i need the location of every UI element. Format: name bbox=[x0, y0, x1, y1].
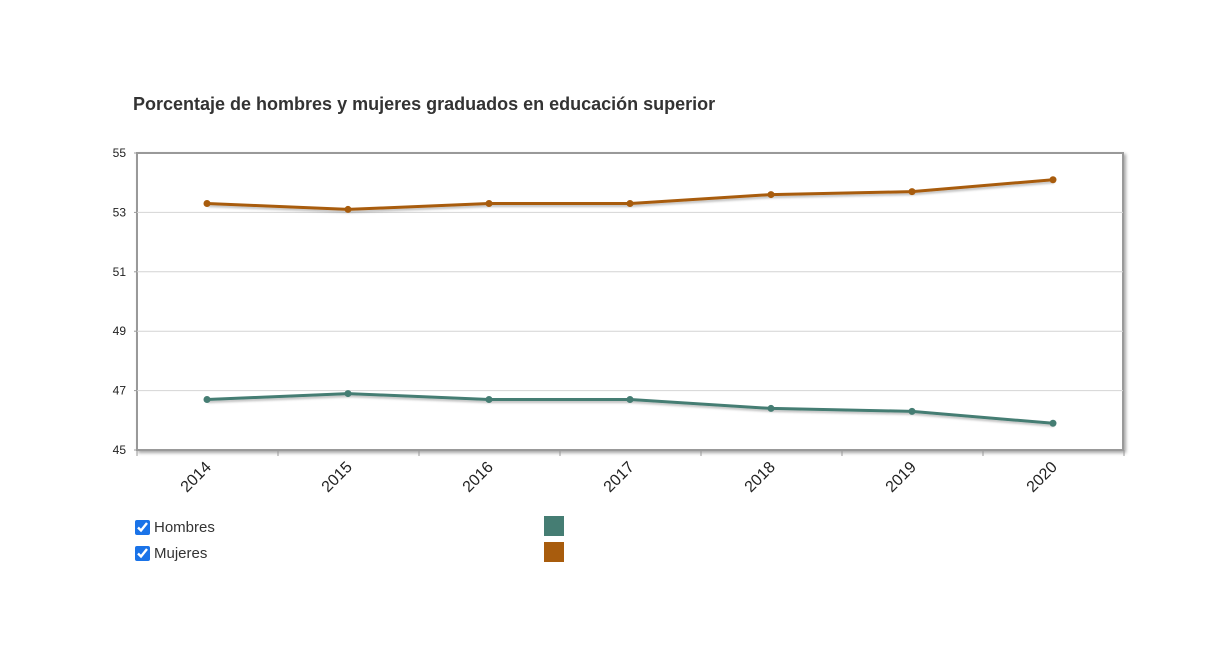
y-tick-label: 49 bbox=[113, 324, 127, 338]
plot-frame bbox=[136, 152, 1124, 451]
x-tick-label: 2019 bbox=[883, 459, 920, 496]
legend-label-mujeres: Mujeres bbox=[154, 545, 208, 562]
x-tick-label: 2014 bbox=[178, 459, 215, 496]
y-tick-label: 47 bbox=[113, 384, 127, 398]
x-tick-label: 2016 bbox=[460, 459, 497, 496]
data-point-mujeres[interactable] bbox=[485, 199, 493, 207]
legend-item-hombres[interactable]: Hombres bbox=[133, 519, 215, 536]
y-tick-label: 53 bbox=[113, 205, 127, 219]
legend-swatch-hombres bbox=[544, 516, 564, 536]
data-point-hombres[interactable] bbox=[485, 396, 493, 404]
chart-title: Porcentaje de hombres y mujeres graduado… bbox=[133, 94, 716, 114]
legend-item-mujeres[interactable]: Mujeres bbox=[133, 545, 207, 562]
legend-label-hombres: Hombres bbox=[154, 519, 215, 536]
data-point-mujeres[interactable] bbox=[626, 199, 634, 207]
legend-swatch-mujeres bbox=[544, 542, 564, 562]
data-point-hombres[interactable] bbox=[344, 390, 352, 398]
grid-lines bbox=[137, 211, 1123, 392]
y-tick-label: 51 bbox=[113, 265, 127, 279]
data-point-mujeres[interactable] bbox=[344, 205, 352, 213]
x-tick-label: 2015 bbox=[319, 459, 356, 496]
hombres-checkbox[interactable] bbox=[135, 520, 150, 535]
data-point-hombres[interactable] bbox=[767, 404, 775, 412]
data-point-mujeres[interactable] bbox=[1049, 176, 1057, 184]
y-axis: 55 53 51 49 47 45 bbox=[113, 146, 137, 457]
y-tick-label: 55 bbox=[113, 146, 127, 160]
data-point-hombres[interactable] bbox=[203, 396, 211, 404]
data-point-mujeres[interactable] bbox=[203, 199, 211, 207]
data-point-mujeres[interactable] bbox=[908, 188, 916, 196]
data-point-hombres[interactable] bbox=[626, 396, 634, 404]
data-point-mujeres[interactable] bbox=[767, 191, 775, 199]
x-axis: 2014 2015 2016 2017 2018 2019 2020 bbox=[136, 450, 1125, 496]
data-point-hombres[interactable] bbox=[1049, 419, 1057, 427]
x-tick-label: 2020 bbox=[1024, 459, 1061, 496]
x-tick-label: 2017 bbox=[601, 459, 638, 496]
y-tick-label: 45 bbox=[113, 443, 127, 457]
data-point-hombres[interactable] bbox=[908, 407, 916, 415]
mujeres-checkbox[interactable] bbox=[135, 546, 150, 561]
series-group bbox=[203, 176, 1057, 427]
x-tick-label: 2018 bbox=[742, 459, 779, 496]
